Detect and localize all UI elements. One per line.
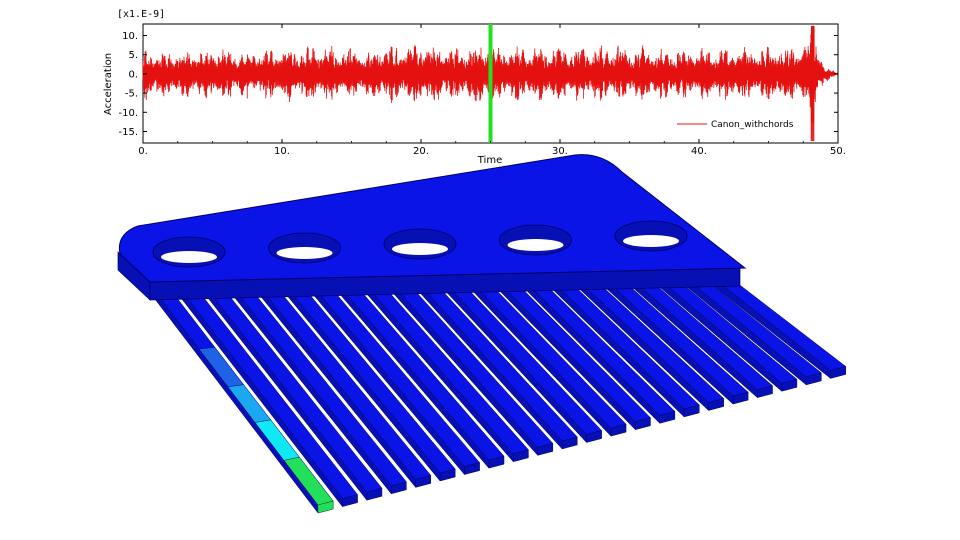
y-axis-multiplier: [x1.E-9]	[117, 9, 165, 20]
y-tick-label: 0.	[128, 69, 138, 80]
legend: Canon_withchords	[677, 120, 794, 130]
plate-hole	[276, 247, 333, 259]
x-tick-label: 0.	[138, 146, 148, 157]
y-tick-label: 10.	[122, 31, 138, 42]
legend-entry-label: Canon_withchords	[711, 120, 794, 130]
x-tick-label: 20.	[413, 146, 429, 157]
x-tick-label: 30.	[552, 146, 568, 157]
x-axis-label: Time	[477, 155, 502, 166]
comb-model-3d	[117, 154, 847, 514]
x-tick-label: 50.	[830, 146, 846, 157]
comb-tines	[147, 267, 847, 514]
tine-end-face-hot	[317, 500, 334, 514]
plate-hole	[507, 239, 564, 251]
plate-hole	[623, 235, 679, 247]
plate-hole	[161, 251, 217, 263]
plate-hole	[392, 243, 448, 255]
comb-base-plate	[117, 154, 747, 301]
acceleration-time-plot: 0. 10. 20. 30. 40. 50. 10. 5. 0. -5. -10. -15. [x1…	[103, 9, 846, 166]
y-tick-label: -10.	[118, 108, 138, 119]
x-tick-label: 40.	[691, 146, 707, 157]
x-axis-ticks: 0. 10. 20. 30. 40. 50.	[138, 24, 846, 157]
y-tick-label: 5.	[128, 50, 138, 61]
y-tick-label: -15.	[118, 127, 138, 138]
y-axis-ticks: 10. 5. 0. -5. -10. -15.	[118, 31, 838, 138]
y-tick-label: -5.	[125, 89, 138, 100]
y-axis-label: Acceleration	[103, 53, 114, 115]
x-tick-label: 10.	[274, 146, 290, 157]
